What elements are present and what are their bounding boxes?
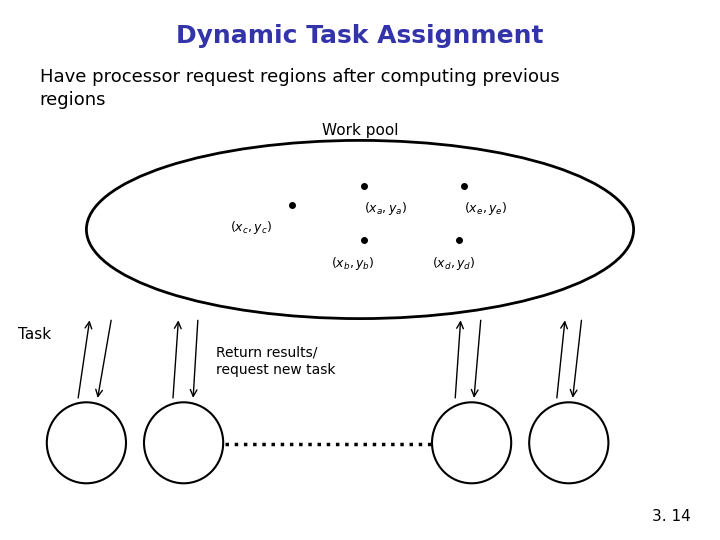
Text: $(x_d, y_d)$: $(x_d, y_d)$ — [432, 255, 476, 272]
Text: Task: Task — [18, 327, 51, 342]
Text: Dynamic Task Assignment: Dynamic Task Assignment — [176, 24, 544, 48]
Text: $(x_c, y_c)$: $(x_c, y_c)$ — [230, 219, 273, 235]
Text: $(x_b, y_b)$: $(x_b, y_b)$ — [331, 255, 375, 272]
Text: Have processor request regions after computing previous
regions: Have processor request regions after com… — [40, 68, 559, 109]
Text: Return results/
request new task: Return results/ request new task — [216, 346, 336, 377]
Text: $(x_a, y_a)$: $(x_a, y_a)$ — [364, 200, 407, 217]
Text: 3. 14: 3. 14 — [652, 509, 691, 524]
Text: $(x_e, y_e)$: $(x_e, y_e)$ — [464, 200, 508, 217]
Text: Work pool: Work pool — [322, 123, 398, 138]
